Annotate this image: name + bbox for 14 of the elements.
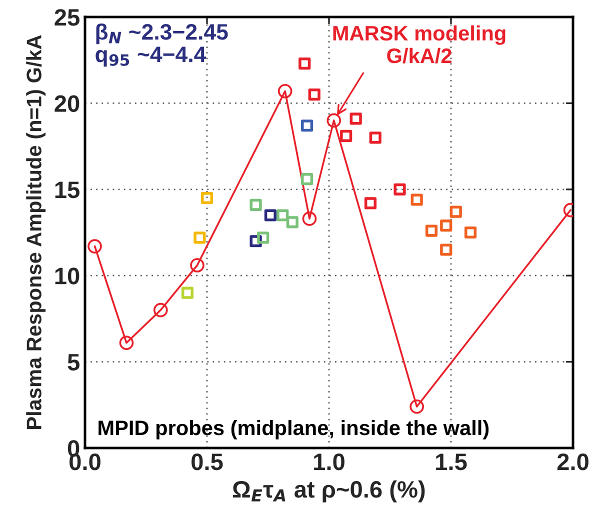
- x-tick-label: 0.5: [192, 453, 223, 470]
- y-axis-title: Plasma Response Amplitude (n=1) G/kA: [26, 35, 46, 429]
- y-tick-label: 10: [55, 268, 80, 284]
- y-tick-label: 15: [55, 182, 80, 198]
- annotation: MARSK modeling G/kA/2: [333, 25, 506, 64]
- x-tick-label: 1.5: [436, 454, 467, 470]
- annotation: β$_{N}$ ~2.3−2.45 q$_{95}$ ~4−4.4: [96, 23, 228, 67]
- y-tick-label: 25: [54, 9, 80, 26]
- x-tick-label: 1.0: [314, 453, 344, 470]
- annotation: MPID probes (midplane, inside the wall): [98, 420, 489, 440]
- x-axis-title: Ω$_{E}$τ$_{A}$ at ρ~0.6 (%): [232, 480, 425, 502]
- y-tick-label: 20: [54, 95, 80, 112]
- y-tick-label: 5: [68, 354, 80, 371]
- x-tick-label: 2.0: [557, 453, 588, 470]
